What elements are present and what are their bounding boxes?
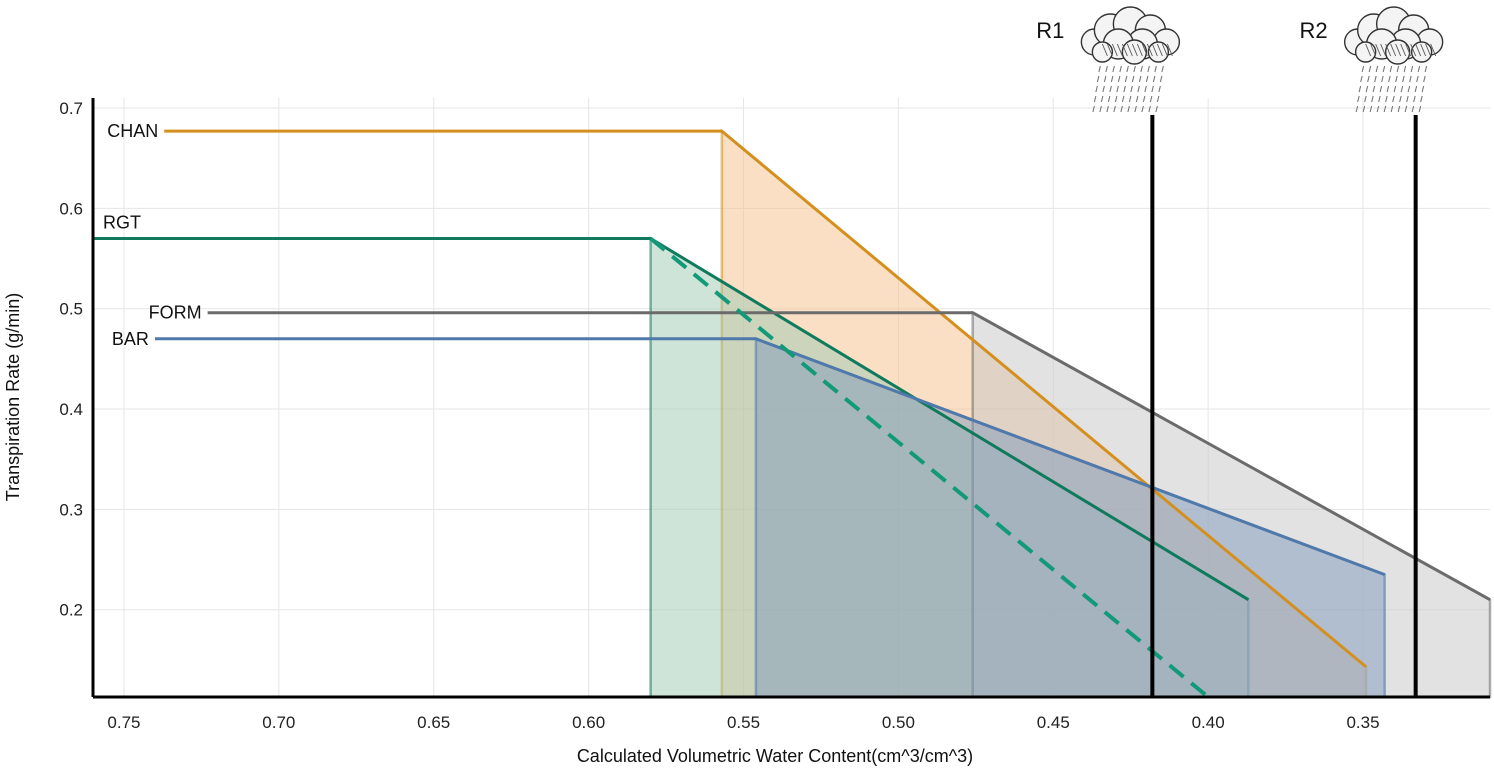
series-line-bar (155, 337, 1386, 577)
x-tick-label: 0.70 (262, 713, 295, 732)
series-label-rgt: RGT (103, 212, 141, 232)
x-axis-title: Calculated Volumetric Water Content(cm^3… (577, 746, 973, 766)
axes (91, 98, 1490, 699)
marker-label-r1: R1 (1036, 18, 1064, 43)
series-label-chan: CHAN (107, 121, 158, 141)
y-tick-label: 0.7 (59, 99, 83, 118)
x-tick-label: 0.75 (107, 713, 140, 732)
x-tick-label: 0.40 (1192, 713, 1225, 732)
y-tick-label: 0.6 (59, 199, 83, 218)
x-tick-label: 0.55 (727, 713, 760, 732)
rain-cloud-icon (1343, 6, 1444, 113)
marker-label-r2: R2 (1300, 18, 1328, 43)
series-dashed-rgt (649, 236, 1210, 699)
x-tick-label: 0.60 (572, 713, 605, 732)
x-tick-label: 0.35 (1346, 713, 1379, 732)
y-tick-label: 0.4 (59, 400, 83, 419)
x-tick-label: 0.65 (417, 713, 450, 732)
rain-cloud-icon (1080, 6, 1181, 113)
vertical-markers: R1 R2 (1036, 6, 1444, 697)
x-tick-label: 0.50 (882, 713, 915, 732)
y-tick-label: 0.2 (59, 601, 83, 620)
series-fills (649, 128, 1492, 699)
series-line-form (207, 311, 1491, 602)
y-axis-title: Transpiration Rate (g/min) (3, 293, 23, 501)
y-tick-label: 0.5 (59, 300, 83, 319)
y-tick-label: 0.3 (59, 500, 83, 519)
y-tick-labels: 0.2 0.3 0.4 0.5 0.6 0.7 (59, 99, 83, 620)
dashed-lines (649, 236, 1210, 699)
x-tick-labels: 0.75 0.70 0.65 0.60 0.55 0.50 0.45 0.40 0.35 (107, 713, 1379, 732)
series-label-form: FORM (149, 303, 202, 323)
x-tick-label: 0.45 (1037, 713, 1070, 732)
series-label-bar: BAR (112, 329, 149, 349)
